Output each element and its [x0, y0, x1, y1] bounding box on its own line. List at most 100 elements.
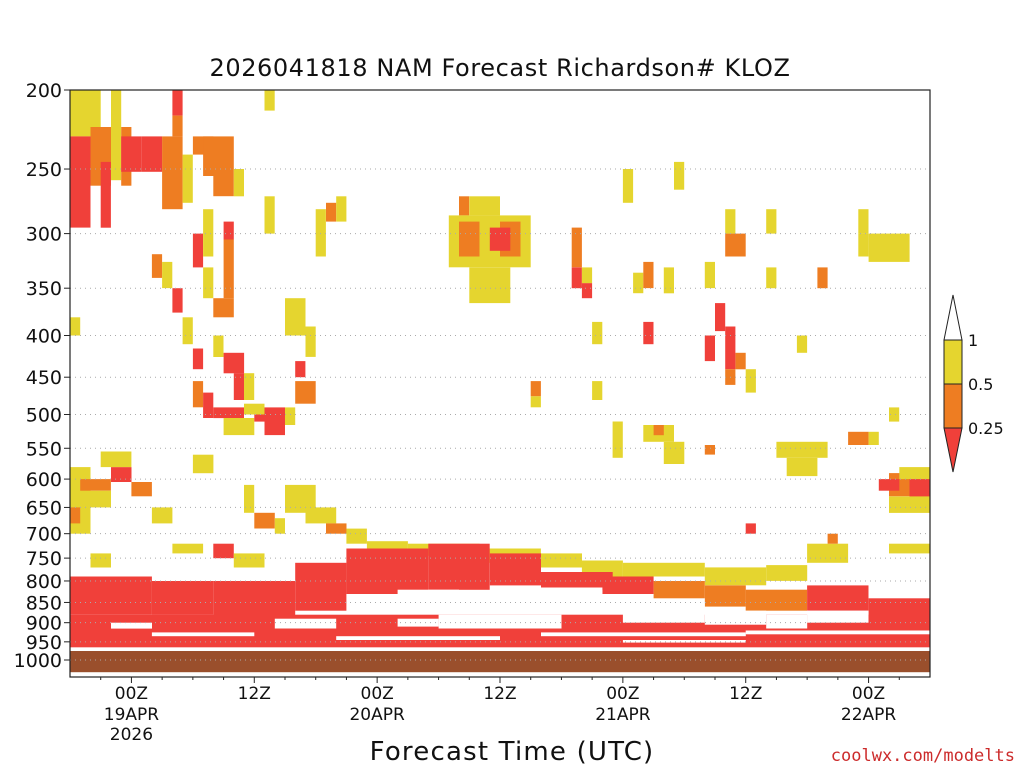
ri-cell-yellow: [203, 267, 214, 299]
ri-cell-yellow: [244, 373, 255, 400]
ri-cell-yellow: [182, 317, 193, 345]
y-tick-label: 200: [26, 80, 62, 102]
ri-cell-orange: [653, 581, 705, 603]
ri-cell-red: [70, 136, 91, 228]
ri-cell-yellow: [192, 454, 214, 474]
ri-cell-red: [172, 288, 183, 313]
ri-cell-yellow: [469, 267, 511, 304]
ri-cell-red: [100, 161, 111, 228]
ri-cell-white: [807, 610, 869, 623]
legend-label: 0.25: [968, 419, 1004, 438]
ri-cell-yellow: [663, 267, 674, 294]
gridlines: [70, 168, 930, 661]
ri-cell-red: [121, 136, 142, 172]
ri-cell-red: [172, 90, 183, 116]
ri-cell-orange: [70, 507, 81, 524]
ri-cell-orange: [459, 196, 470, 216]
ri-cell-orange: [704, 585, 746, 607]
legend-swatch-0.5-1: [943, 339, 963, 385]
plot-area: [70, 90, 930, 673]
ri-cell-red: [70, 576, 152, 615]
ri-cell-yellow: [336, 196, 347, 222]
ri-cell-orange: [827, 533, 838, 544]
ri-cell-yellow: [674, 161, 685, 190]
ri-cell-yellow: [868, 233, 910, 262]
ri-cell-orange: [848, 431, 869, 445]
ri-cell-yellow: [264, 90, 275, 111]
ri-cell-white: [274, 618, 337, 629]
ri-cell-yellow: [776, 441, 828, 458]
ri-cell-orange: [80, 479, 111, 491]
ri-cell-yellow: [745, 369, 756, 393]
ri-cell-yellow: [704, 567, 767, 586]
ri-cell-yellow: [766, 209, 777, 234]
ri-cell-white: [111, 622, 152, 629]
ri-cell-yellow: [889, 407, 900, 422]
ri-cell-yellow: [469, 196, 500, 216]
ri-cell-white: [336, 636, 500, 640]
ri-cell-orange: [643, 261, 654, 289]
ri-cell-orange: [295, 381, 316, 404]
x-tick-label: 12Z: [238, 684, 271, 704]
credit-text: coolwx.com/modelts: [831, 746, 1015, 766]
ri-cell-yellow: [264, 196, 275, 234]
ri-cell-yellow: [100, 451, 132, 468]
ri-cell-orange: [172, 115, 183, 137]
ri-cell-red: [704, 335, 715, 362]
ri-cell-orange: [192, 381, 204, 408]
ri-cell-red: [192, 233, 204, 268]
ri-cell-yellow: [346, 528, 367, 544]
ri-cell-red: [295, 361, 306, 378]
ri-cell-orange: [459, 221, 480, 257]
ri-cell-yellow: [889, 496, 930, 513]
y-tick-label: 1000: [14, 650, 62, 672]
ri-cell-red: [213, 543, 234, 559]
y-tick-label: 700: [26, 524, 62, 546]
x-tick-date: 21APR: [595, 705, 651, 725]
ri-cell-red: [203, 392, 214, 418]
ri-cell-red: [745, 523, 756, 534]
ri-cell-red: [223, 221, 234, 240]
ri-cell-red: [489, 227, 511, 251]
ri-cell-orange: [735, 352, 746, 370]
ri-cell-orange: [203, 136, 234, 176]
ri-cell-orange: [213, 176, 234, 197]
ri-cell-orange: [326, 523, 347, 534]
ri-cell-yellow: [592, 381, 603, 400]
ri-cell-yellow: [592, 321, 603, 345]
ri-cell-yellow: [858, 209, 869, 234]
ri-cell-red: [141, 136, 163, 172]
ri-cell-yellow: [889, 543, 930, 554]
ri-cell-orange: [745, 589, 808, 611]
ri-cell-white: [397, 618, 439, 627]
ri-cell-yellow: [663, 441, 685, 464]
ri-cell-white: [438, 614, 562, 629]
ri-cell-white: [622, 640, 746, 643]
ri-cell-orange: [530, 381, 541, 397]
legend-swatch-lt-0.25: [943, 427, 963, 473]
ri-cell-yellow: [151, 507, 173, 524]
x-tick-date: 19APR: [104, 705, 160, 725]
y-tick-label: 350: [26, 278, 62, 300]
ri-cell-white: [151, 632, 255, 637]
legend-swatch-0.25-0.5: [943, 383, 963, 429]
ri-cell-orange: [817, 267, 828, 289]
ri-cell-yellow: [305, 326, 316, 357]
x-tick-date: 20APR: [349, 705, 405, 725]
ri-cell-orange: [326, 202, 337, 222]
ri-cell-red: [151, 581, 214, 615]
ri-cell-red: [725, 326, 736, 370]
y-tick-label: 650: [26, 497, 62, 519]
ri-cell-orange: [131, 482, 152, 497]
ri-cell-yellow: [725, 209, 736, 234]
ri-cell-yellow: [305, 507, 337, 524]
ri-cell-yellow: [807, 543, 849, 563]
ri-cell-red: [807, 585, 869, 611]
x-tick-year: 2026: [110, 725, 153, 745]
x-tick-label: 00Z: [606, 684, 639, 704]
ri-cell-red: [264, 421, 285, 436]
ri-cell-yellow: [90, 490, 111, 508]
ri-cell-yellow: [622, 169, 634, 203]
ri-cell-red: [295, 562, 347, 611]
